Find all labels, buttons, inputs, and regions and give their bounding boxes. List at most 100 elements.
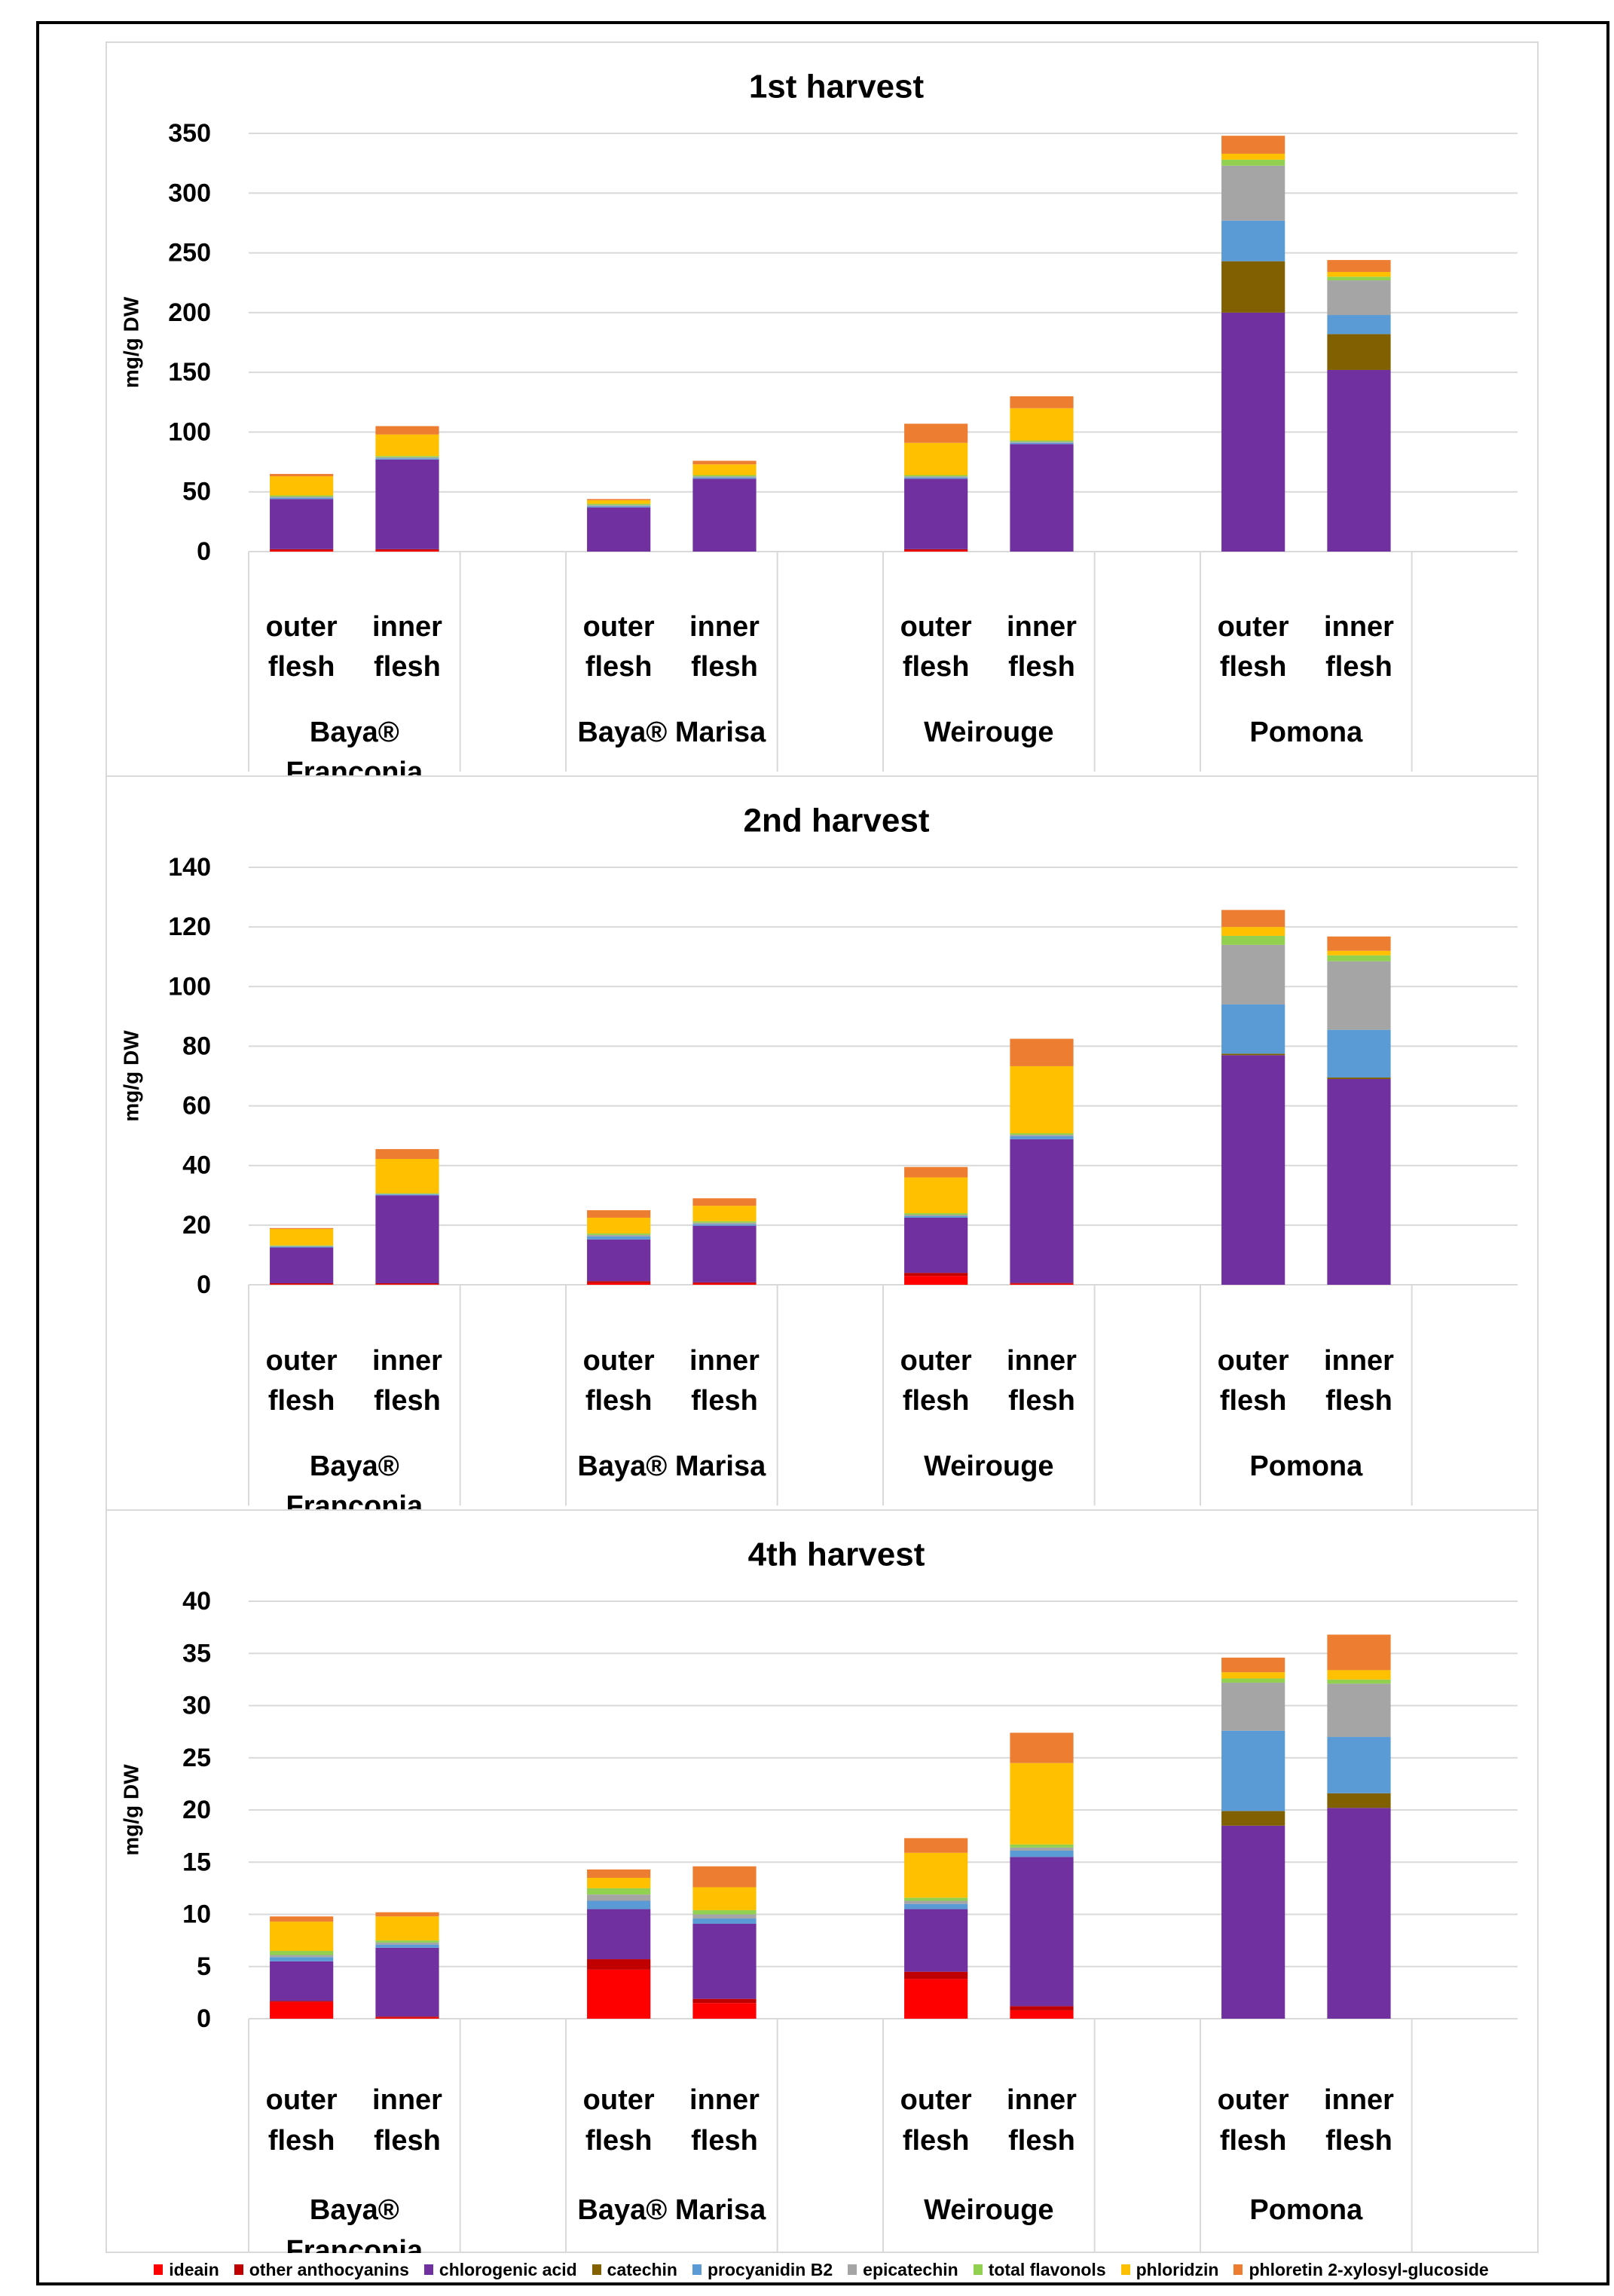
bar-segment-phloridzin [692,1887,757,1910]
bar-segment-phloridzin [270,476,334,496]
bar-segment-phloretin-2-xylosyl-glucoside [1327,1634,1391,1671]
bar-segment-total-flavonols [1221,1678,1285,1683]
category-label: inner [1324,611,1394,643]
bar-segment-phloretin-2-xylosyl-glucoside [692,1866,757,1888]
y-tick-label: 60 [182,1092,211,1120]
legend-swatch [1120,2264,1130,2275]
y-tick-label: 250 [168,239,211,268]
bar-segment-other-anthocyanins [692,1282,757,1284]
category-label: flesh [691,1385,758,1417]
bar-segment-procyanidin-b2 [270,1957,334,1961]
bar-segment-procyanidin-b2 [1221,220,1285,261]
panel-divider [107,775,1537,777]
bar-segment-phloretin-2-xylosyl-glucoside [692,1198,757,1206]
bar-segment-procyanidin-b2 [904,1903,968,1909]
bar-segment-phloretin-2-xylosyl-glucoside [1221,136,1285,154]
y-tick-label: 50 [182,478,211,506]
y-tick-label: 20 [182,1211,211,1240]
bar-segment-procyanidin-b2 [587,506,651,508]
category-label: outer [583,2084,655,2116]
bar-segment-epicatechin [375,1942,439,1945]
y-tick-label: 350 [168,119,211,148]
bar-segment-epicatechin [587,505,651,506]
chart-panel-1st-harvest: 1st harvest 0 50 100 150 200 250 300 350 mg/g DW o… [107,43,1537,775]
bar-segment-chlorogenic-acid [587,1909,651,1960]
group-label: Franconia [286,2235,423,2253]
category-label: flesh [1325,651,1392,683]
bar-segment-chlorogenic-acid [1010,444,1074,552]
category-label: inner [372,611,442,643]
bar-segment-phloridzin [904,1177,968,1214]
bar-segment-other-anthocyanins [904,1273,968,1276]
bar-segment-procyanidin-b2 [1221,1730,1285,1811]
bar-segment-total-flavonols [1327,955,1391,962]
bar-segment-phloretin-2-xylosyl-glucoside [1010,1732,1074,1763]
category-label: outer [266,611,338,643]
category-label: flesh [374,1385,441,1417]
group-label: Baya® [310,717,399,748]
bar-segment-catechin [1221,1053,1285,1056]
bar-segment-phloretin-2-xylosyl-glucoside [270,1227,334,1230]
chart-panels: 1st harvest 0 50 100 150 200 250 300 350 mg/g DW o… [105,41,1539,2253]
bar-segment-procyanidin-b2 [904,477,968,479]
category-label: inner [1007,611,1077,643]
category-label: flesh [1008,1385,1075,1417]
bar-segment-epicatechin [692,1222,757,1224]
bar-segment-other-anthocyanins [375,1283,439,1285]
bar-segment-chlorogenic-acid [1221,312,1285,552]
group-label: Franconia [286,757,423,775]
category-label: inner [689,1345,760,1377]
bar-segment-phloridzin [904,1852,968,1898]
bar-segment-other-anthocyanins [904,1971,968,1980]
y-tick-label: 150 [168,358,211,387]
category-label: flesh [903,1385,970,1417]
bar-segment-phloridzin [904,442,968,475]
bar-segment-phloretin-2-xylosyl-glucoside [375,426,439,435]
legend-swatch [973,2264,983,2275]
bar-segment-phloridzin [1010,408,1074,441]
bar-segment-procyanidin-b2 [375,1194,439,1196]
bar-segment-phloretin-2-xylosyl-glucoside [1327,260,1391,272]
bar-segment-phloridzin [1010,1763,1074,1845]
bar-segment-phloretin-2-xylosyl-glucoside [270,1916,334,1922]
group-label: Weirouge [924,1451,1053,1482]
bar-segment-phloridzin [1327,1670,1391,1680]
category-label: outer [1218,1345,1289,1377]
bar-segment-phloridzin [1221,1672,1285,1679]
chart-title: 1st harvest [749,69,925,105]
bar-segment-other-anthocyanins [587,1281,651,1283]
category-label: inner [1324,1345,1394,1377]
legend-item-other-anthocyanins: other anthocyanins [234,2260,409,2280]
bar-segment-chlorogenic-acid [1327,369,1391,552]
bar-segment-catechin [1327,334,1391,370]
bar-segment-phloridzin [587,1217,651,1234]
group-label: Baya® [310,2194,399,2226]
bar-segment-other-anthocyanins [270,1283,334,1285]
category-label: flesh [691,651,758,683]
bar-segment-phloridzin [270,1921,334,1951]
bar-segment-catechin [1221,1811,1285,1826]
bar-segment-total-flavonols [375,456,439,457]
bar-segment-phloridzin [1327,271,1391,277]
legend-swatch [154,2264,164,2275]
category-label: flesh [1220,651,1287,683]
bar-segment-chlorogenic-acid [1010,1857,1074,2007]
bar-segment-other-anthocyanins [587,1959,651,1970]
bar-segment-total-flavonols [692,1909,757,1915]
bar-segment-total-flavonols [1327,277,1391,281]
category-label: flesh [268,1385,335,1417]
category-label: inner [689,2084,760,2116]
bar-segment-ideain [692,1283,757,1285]
bar-segment-phloridzin [1221,153,1285,160]
bar-segment-procyanidin-b2 [587,1900,651,1909]
bar-segment-phloretin-2-xylosyl-glucoside [904,1166,968,1178]
category-label: flesh [1220,1385,1287,1417]
chart-panel-2nd-harvest: 2nd harvest 0 20 40 60 80 100 120 140 mg/g DW oute… [107,777,1537,1509]
y-tick-label: 35 [182,1639,211,1668]
bar-segment-phloretin-2-xylosyl-glucoside [587,1869,651,1879]
bar-segment-total-flavonols [904,1213,968,1215]
y-tick-label: 100 [168,417,211,446]
bar-segment-ideain [270,550,334,552]
category-label: flesh [1220,2125,1287,2157]
legend-item-epicatechin: epicatechin [848,2260,958,2280]
